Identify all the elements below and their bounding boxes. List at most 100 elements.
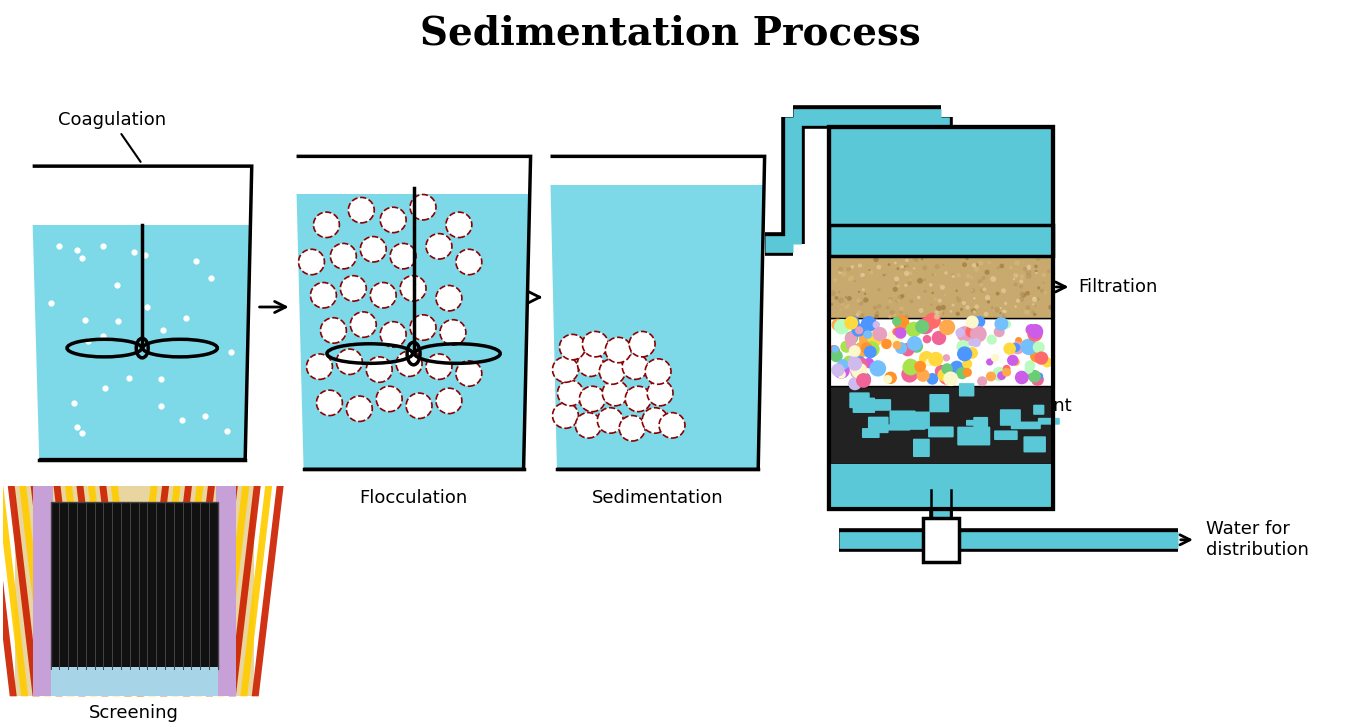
Circle shape <box>839 308 842 310</box>
Circle shape <box>331 244 356 269</box>
Circle shape <box>925 358 933 366</box>
Circle shape <box>962 359 972 369</box>
Circle shape <box>348 198 374 223</box>
Circle shape <box>846 340 857 350</box>
Circle shape <box>873 327 888 342</box>
Circle shape <box>905 258 909 262</box>
Circle shape <box>907 265 909 268</box>
Circle shape <box>917 296 920 300</box>
Circle shape <box>1034 351 1048 365</box>
Circle shape <box>997 371 1006 380</box>
Circle shape <box>1025 361 1036 371</box>
Circle shape <box>901 366 917 382</box>
Circle shape <box>381 321 406 347</box>
Circle shape <box>915 320 929 334</box>
Circle shape <box>924 313 942 329</box>
Circle shape <box>830 290 835 297</box>
Polygon shape <box>31 486 62 696</box>
Circle shape <box>873 305 877 310</box>
Circle shape <box>1046 270 1050 273</box>
FancyBboxPatch shape <box>1038 418 1060 425</box>
Circle shape <box>845 305 847 309</box>
Circle shape <box>1048 305 1053 310</box>
Circle shape <box>831 318 845 331</box>
Circle shape <box>311 283 336 308</box>
Circle shape <box>919 308 924 313</box>
Circle shape <box>647 380 672 406</box>
Circle shape <box>1026 270 1032 276</box>
Circle shape <box>905 315 909 318</box>
Circle shape <box>993 367 1006 381</box>
Circle shape <box>1003 302 1007 305</box>
Circle shape <box>915 361 925 372</box>
Circle shape <box>893 315 909 330</box>
Circle shape <box>1002 314 1006 318</box>
Circle shape <box>997 267 999 270</box>
Circle shape <box>1020 292 1025 297</box>
Polygon shape <box>218 486 249 696</box>
Circle shape <box>888 263 890 266</box>
FancyBboxPatch shape <box>862 428 880 438</box>
Circle shape <box>861 316 877 332</box>
Circle shape <box>830 303 833 305</box>
Circle shape <box>1025 291 1030 295</box>
Polygon shape <box>77 486 109 696</box>
Circle shape <box>907 336 923 351</box>
Circle shape <box>943 354 950 361</box>
Circle shape <box>849 377 862 390</box>
Circle shape <box>553 403 578 428</box>
Circle shape <box>845 316 858 330</box>
Circle shape <box>927 373 939 385</box>
Polygon shape <box>550 156 764 185</box>
Circle shape <box>863 345 877 358</box>
Circle shape <box>913 267 916 270</box>
Circle shape <box>994 326 1005 337</box>
Circle shape <box>1011 358 1020 366</box>
Circle shape <box>835 322 843 330</box>
Circle shape <box>935 264 940 269</box>
Circle shape <box>919 351 933 366</box>
Circle shape <box>881 339 892 349</box>
Circle shape <box>939 369 955 385</box>
Circle shape <box>557 380 584 406</box>
Bar <box>15 486 254 696</box>
Circle shape <box>851 363 868 379</box>
Circle shape <box>932 292 933 294</box>
Circle shape <box>923 335 931 343</box>
Circle shape <box>904 265 907 268</box>
Circle shape <box>1036 272 1038 274</box>
Circle shape <box>970 326 987 342</box>
Circle shape <box>908 271 912 276</box>
Circle shape <box>976 377 987 386</box>
FancyBboxPatch shape <box>889 411 916 427</box>
Circle shape <box>861 342 873 354</box>
Text: Screening: Screening <box>89 704 179 722</box>
Circle shape <box>847 277 851 281</box>
Circle shape <box>869 269 870 271</box>
Circle shape <box>935 310 939 314</box>
Circle shape <box>426 233 452 259</box>
Circle shape <box>1020 297 1024 302</box>
Circle shape <box>975 263 979 266</box>
Circle shape <box>1028 268 1030 272</box>
Circle shape <box>1028 324 1044 339</box>
Circle shape <box>847 357 862 371</box>
Circle shape <box>990 276 997 282</box>
Circle shape <box>1042 357 1052 367</box>
Circle shape <box>410 315 436 340</box>
Circle shape <box>994 307 999 313</box>
Circle shape <box>858 291 859 293</box>
Circle shape <box>1034 305 1037 307</box>
Circle shape <box>625 386 651 411</box>
Circle shape <box>933 273 936 276</box>
Circle shape <box>851 324 865 337</box>
Circle shape <box>994 317 1009 331</box>
Circle shape <box>838 267 843 272</box>
Circle shape <box>600 359 625 385</box>
FancyBboxPatch shape <box>1024 436 1046 452</box>
Polygon shape <box>195 486 226 696</box>
Circle shape <box>846 304 850 308</box>
Circle shape <box>956 340 970 353</box>
Circle shape <box>833 362 850 379</box>
Circle shape <box>937 369 951 382</box>
